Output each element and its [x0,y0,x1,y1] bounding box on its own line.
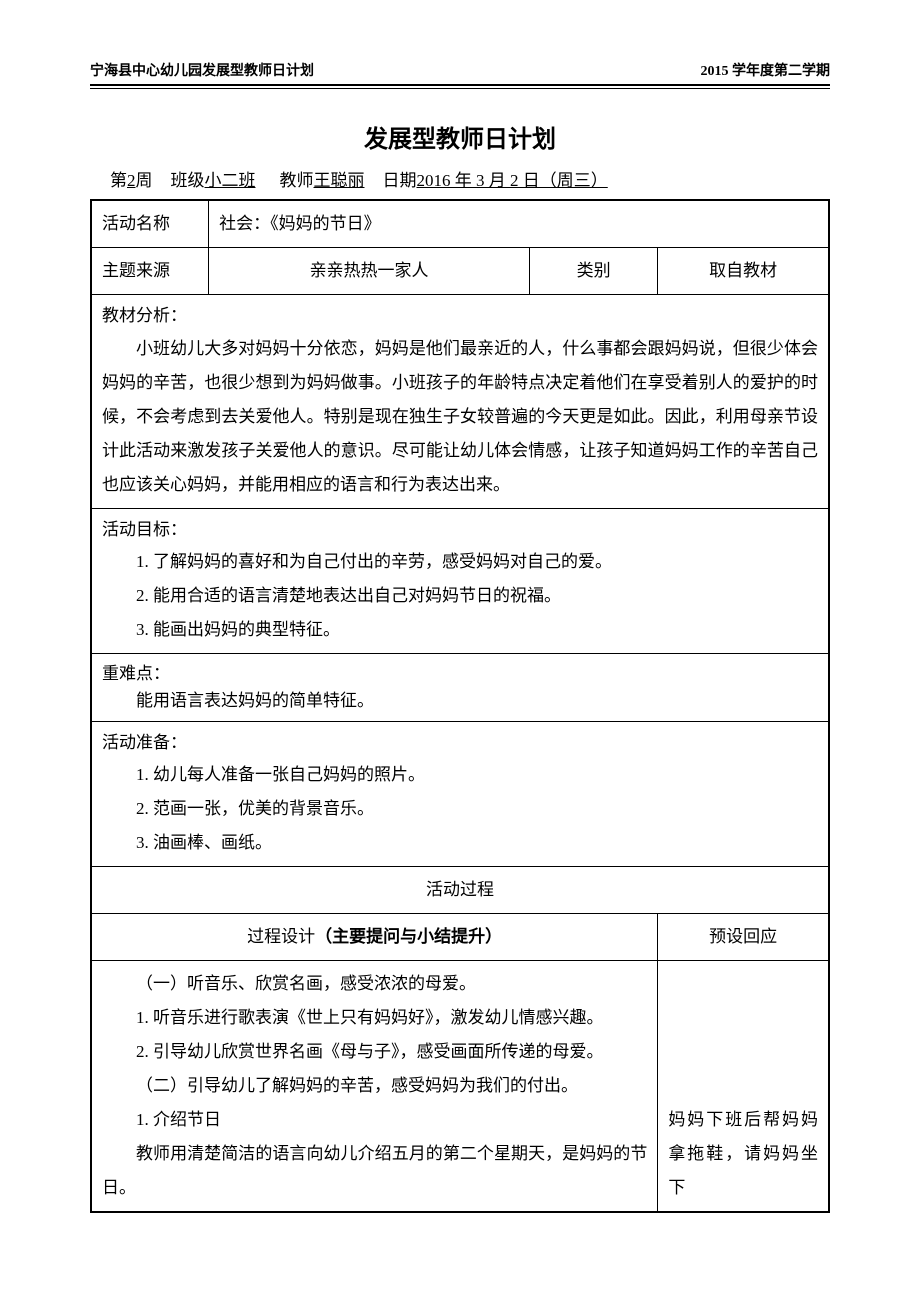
goal-item-1: 1. 了解妈妈的喜好和为自己付出的辛劳，感受妈妈对自己的爱。 [102,545,818,579]
row-activity-name: 活动名称 社会：《妈妈的节日》 [91,200,829,248]
main-title: 发展型教师日计划 [90,119,830,154]
header-left: 宁海县中心幼儿园发展型教师日计划 [90,60,314,80]
difficulty-title: 重难点： [102,660,818,687]
goal-item-2: 2. 能用合适的语言清楚地表达出自己对妈妈节日的祝福。 [102,579,818,613]
category-value: 取自教材 [658,248,829,295]
category-label: 类别 [530,248,658,295]
goals-title: 活动目标： [102,515,818,546]
row-prep: 活动准备： 1. 幼儿每人准备一张自己妈妈的照片。 2. 范画一张，优美的背景音… [91,721,829,867]
week-prefix: 第 [110,171,127,190]
row-process-body: （一）听音乐、欣赏名画，感受浓浓的母爱。 1. 听音乐进行歌表演《世上只有妈妈好… [91,961,829,1213]
header-right: 2015 学年度第二学期 [701,60,831,80]
process-line-1: （一）听音乐、欣赏名画，感受浓浓的母爱。 [102,967,647,1001]
row-analysis: 教材分析： 小班幼儿大多对妈妈十分依恋，妈妈是他们最亲近的人，什么事都会跟妈妈说… [91,295,829,509]
week-value: 2 [127,171,136,191]
activity-name-label: 活动名称 [91,200,209,248]
prep-item-2: 2. 范画一张，优美的背景音乐。 [102,792,818,826]
teacher-label: 教师 [280,171,314,190]
main-table: 活动名称 社会：《妈妈的节日》 主题来源 亲亲热热一家人 类别 取自教材 教材分… [90,199,830,1213]
process-col1: 过程设计（主要提问与小结提升） [91,914,658,961]
process-line-2: 1. 听音乐进行歌表演《世上只有妈妈好》，激发幼儿情感兴趣。 [102,1001,647,1035]
row-difficulty: 重难点： 能用语言表达妈妈的简单特征。 [91,654,829,721]
activity-name-value: 社会：《妈妈的节日》 [209,200,829,248]
process-response-cell: 妈妈下班后帮妈妈拿拖鞋，请妈妈坐下 [658,961,829,1213]
goal-item-3: 3. 能画出妈妈的典型特征。 [102,613,818,647]
difficulty-body: 能用语言表达妈妈的简单特征。 [102,687,818,714]
process-line-6: 教师用清楚简洁的语言向幼儿介绍五月的第二个星期天，是妈妈的节日。 [102,1137,647,1205]
class-label: 班级 [171,171,205,190]
teacher-value: 王聪丽 [314,166,365,191]
process-col2: 预设回应 [658,914,829,961]
process-header: 活动过程 [91,867,829,914]
class-value: 小二班 [205,166,256,191]
page-header: 宁海县中心幼儿园发展型教师日计划 2015 学年度第二学期 [90,60,830,86]
prep-item-3: 3. 油画棒、画纸。 [102,826,818,860]
theme-label: 主题来源 [91,248,209,295]
date-value: 2016 年 3 月 2 日（周三） [417,166,608,191]
row-theme: 主题来源 亲亲热热一家人 类别 取自教材 [91,248,829,295]
process-col1-prefix: 过程设计 [247,927,315,946]
prep-item-1: 1. 幼儿每人准备一张自己妈妈的照片。 [102,758,818,792]
analysis-title: 教材分析： [102,301,818,332]
process-line-4: （二）引导幼儿了解妈妈的辛苦，感受妈妈为我们的付出。 [102,1069,647,1103]
process-line-3: 2. 引导幼儿欣赏世界名画《母与子》，感受画面所传递的母爱。 [102,1035,647,1069]
date-label: 日期 [383,171,417,190]
theme-value: 亲亲热热一家人 [209,248,530,295]
row-process-header: 活动过程 [91,867,829,914]
process-response: 妈妈下班后帮妈妈拿拖鞋，请妈妈坐下 [668,1103,818,1205]
row-goals: 活动目标： 1. 了解妈妈的喜好和为自己付出的辛劳，感受妈妈对自己的爱。 2. … [91,508,829,654]
sub-header: 第 2 周班级 小二班 教师 王聪丽 日期 2016 年 3 月 2 日（周三） [90,166,830,191]
process-col1-bold: （主要提问与小结提升） [315,927,502,946]
week-suffix: 周 [136,171,153,190]
analysis-body: 小班幼儿大多对妈妈十分依恋，妈妈是他们最亲近的人，什么事都会跟妈妈说，但很少体会… [102,332,818,502]
header-underline [90,88,830,89]
process-line-5: 1. 介绍节日 [102,1103,647,1137]
row-process-cols: 过程设计（主要提问与小结提升） 预设回应 [91,914,829,961]
prep-title: 活动准备： [102,728,818,759]
